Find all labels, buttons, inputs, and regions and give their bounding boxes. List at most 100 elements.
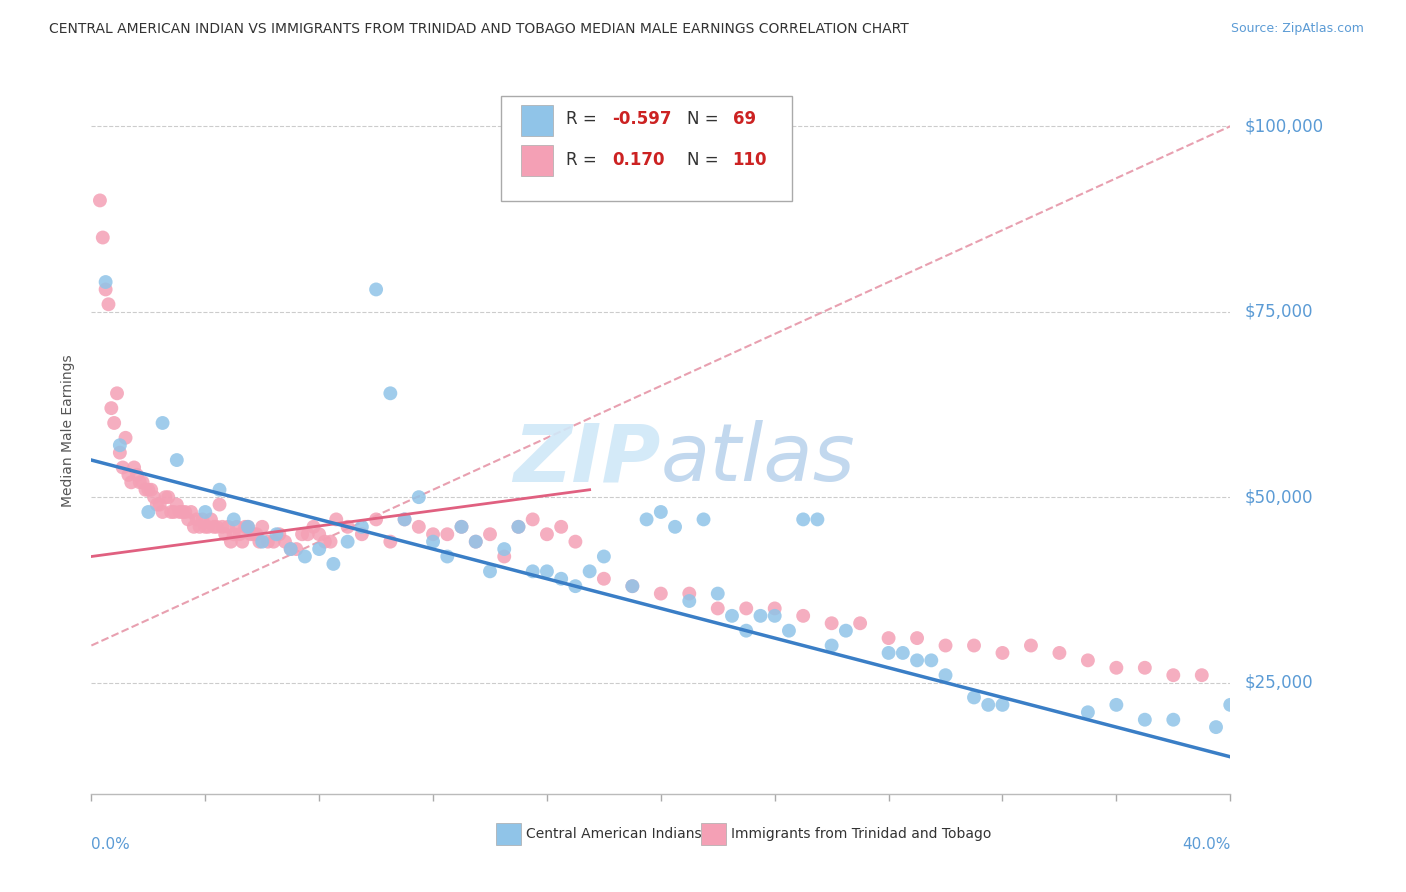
Point (891, 646, 914, 660)
Point (117, 467, 139, 482)
Point (735, 601, 758, 615)
Point (219, 534, 242, 549)
Point (231, 534, 253, 549)
Point (186, 512, 208, 526)
Point (706, 586, 728, 600)
Point (177, 512, 200, 526)
Point (125, 467, 148, 482)
Point (149, 498, 172, 512)
Point (564, 534, 586, 549)
Point (1161, 713, 1184, 727)
Point (266, 527, 288, 541)
Point (169, 505, 191, 519)
Point (678, 586, 700, 600)
Point (450, 520, 472, 534)
Point (934, 639, 956, 653)
Point (250, 534, 273, 549)
Point (1205, 720, 1227, 734)
Point (236, 520, 259, 534)
Point (494, 549, 516, 564)
Point (636, 512, 658, 526)
Point (214, 527, 236, 541)
Text: 0.0%: 0.0% (91, 838, 131, 853)
Point (394, 512, 416, 526)
Point (250, 520, 273, 534)
Point (274, 534, 297, 549)
Point (325, 512, 347, 526)
Point (422, 534, 444, 549)
Point (155, 490, 177, 504)
Point (522, 512, 544, 526)
Point (920, 653, 942, 667)
Point (239, 527, 262, 541)
Point (364, 512, 387, 526)
Point (114, 431, 136, 445)
Point (233, 520, 256, 534)
Point (494, 542, 516, 557)
Point (763, 608, 786, 623)
Point (792, 512, 814, 526)
Point (194, 520, 217, 534)
Point (91, 230, 114, 244)
Point (1133, 713, 1156, 727)
Text: $50,000: $50,000 (1244, 488, 1313, 506)
Text: 0.170: 0.170 (612, 151, 665, 169)
Point (143, 490, 166, 504)
Point (621, 579, 644, 593)
Point (166, 498, 188, 512)
Point (721, 608, 744, 623)
Point (100, 401, 122, 416)
Point (105, 386, 128, 401)
Point (422, 527, 444, 541)
Point (172, 505, 194, 519)
Point (408, 520, 430, 534)
Point (593, 549, 616, 564)
Point (436, 527, 458, 541)
Text: Immigrants from Trinidad and Tobago: Immigrants from Trinidad and Tobago (731, 827, 991, 841)
Point (128, 475, 150, 490)
Point (222, 512, 245, 526)
Point (228, 527, 250, 541)
Text: atlas: atlas (661, 420, 856, 499)
Point (408, 490, 430, 504)
Point (103, 416, 125, 430)
Point (236, 520, 259, 534)
Point (94, 282, 117, 296)
Point (141, 483, 163, 497)
Point (208, 498, 231, 512)
Point (877, 646, 900, 660)
Bar (520, 105, 553, 136)
Text: ZIP: ZIP (513, 420, 661, 499)
Point (280, 542, 302, 557)
Point (778, 624, 800, 638)
Point (508, 520, 530, 534)
Text: N =: N = (688, 111, 724, 128)
Point (302, 520, 325, 534)
Point (188, 520, 211, 534)
Point (138, 483, 160, 497)
Point (905, 631, 928, 645)
Point (222, 527, 245, 541)
Point (152, 416, 174, 430)
Point (94, 275, 117, 289)
Point (183, 520, 205, 534)
Point (138, 505, 160, 519)
Text: $25,000: $25,000 (1244, 673, 1313, 691)
Point (1077, 706, 1099, 720)
Point (450, 520, 472, 534)
Point (166, 453, 188, 467)
Point (905, 653, 928, 667)
Point (197, 520, 219, 534)
Point (1077, 653, 1099, 667)
Point (245, 527, 267, 541)
Point (1049, 646, 1071, 660)
Point (522, 565, 544, 579)
Text: R =: R = (567, 111, 602, 128)
Point (1133, 661, 1156, 675)
Point (163, 505, 186, 519)
Point (678, 594, 700, 608)
Point (380, 386, 402, 401)
Point (792, 608, 814, 623)
Point (806, 512, 828, 526)
Point (550, 572, 572, 586)
